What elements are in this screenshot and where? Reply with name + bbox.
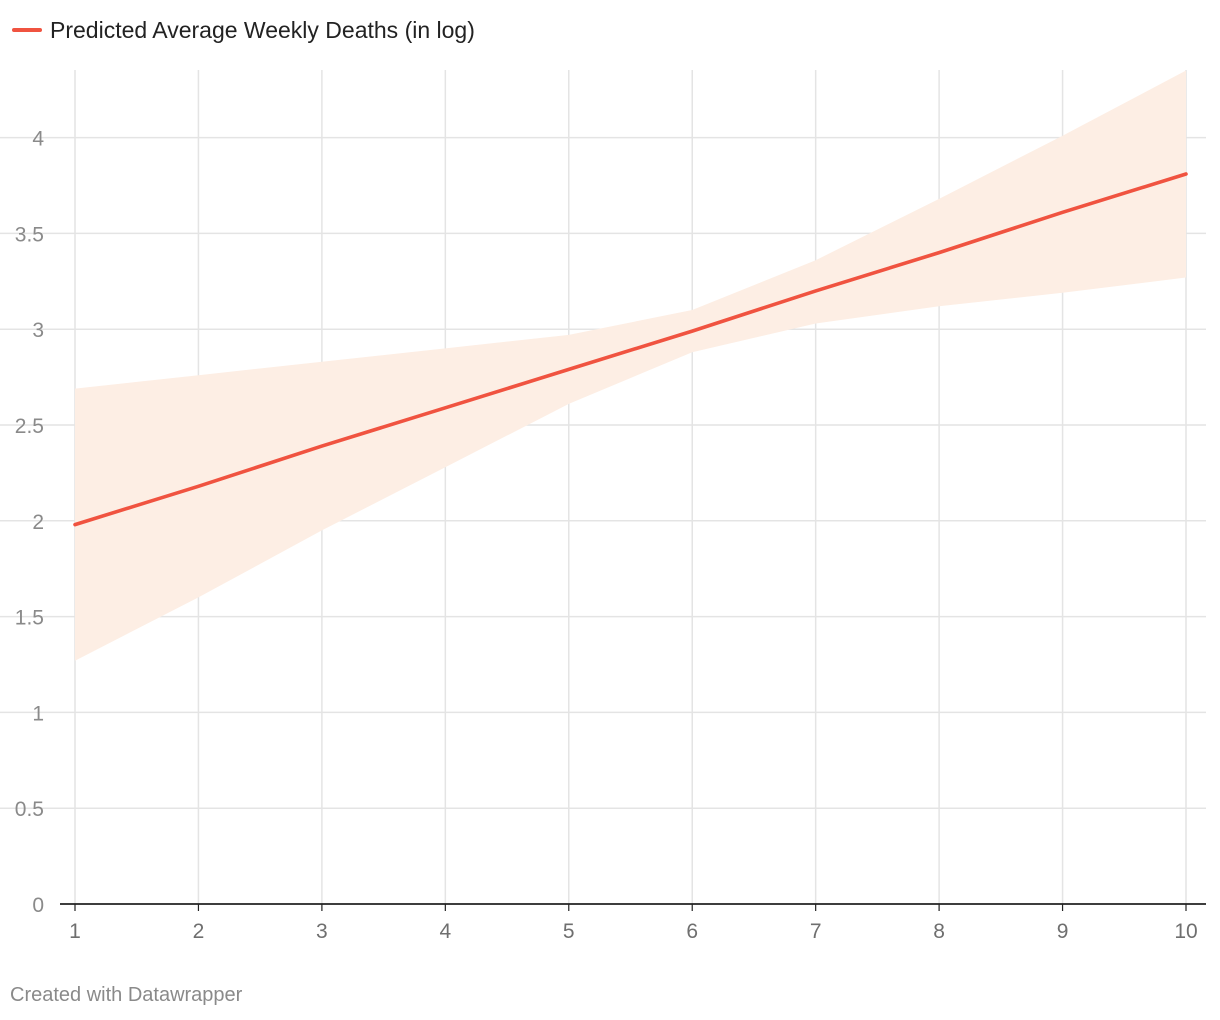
- y-tick-label-1: 0.5: [15, 798, 44, 821]
- legend-label: Predicted Average Weekly Deaths (in log): [50, 16, 475, 43]
- confidence-band-layer: [75, 70, 1186, 661]
- x-axis-tick-labels: 1 2 3 4 5 6 7 8 9 10: [69, 920, 1198, 943]
- legend: Predicted Average Weekly Deaths (in log): [12, 14, 475, 46]
- x-tick-label-4: 5: [563, 920, 575, 943]
- x-tick-label-8: 9: [1057, 920, 1069, 943]
- legend-line-swatch: [12, 28, 42, 32]
- y-tick-label-6: 3: [32, 319, 44, 342]
- y-axis-tick-labels: 0 0.5 1 1.5 2 2.5 3 3.5 4: [15, 128, 45, 917]
- y-tick-label-2: 1: [32, 702, 44, 725]
- footer-credit: Created with Datawrapper: [10, 984, 243, 1006]
- x-tick-label-6: 7: [810, 920, 822, 943]
- x-tick-label-0: 1: [69, 920, 81, 943]
- y-tick-label-8: 4: [32, 128, 44, 151]
- confidence-band: [75, 70, 1186, 661]
- y-tick-label-3: 1.5: [15, 607, 44, 630]
- y-tick-label-5: 2.5: [15, 415, 44, 438]
- x-tick-label-5: 6: [686, 920, 698, 943]
- x-tick-label-1: 2: [193, 920, 205, 943]
- y-tick-label-0: 0: [32, 894, 44, 917]
- x-tick-label-3: 4: [439, 920, 451, 943]
- y-tick-label-4: 2: [32, 511, 44, 534]
- series-line-0: [73, 172, 1188, 527]
- x-tick-label-9: 10: [1174, 920, 1197, 943]
- y-tick-label-7: 3.5: [15, 223, 44, 246]
- x-axis: [60, 903, 1206, 911]
- x-tick-label-7: 8: [933, 920, 945, 943]
- series-layer: [73, 172, 1188, 527]
- x-tick-label-2: 3: [316, 920, 328, 943]
